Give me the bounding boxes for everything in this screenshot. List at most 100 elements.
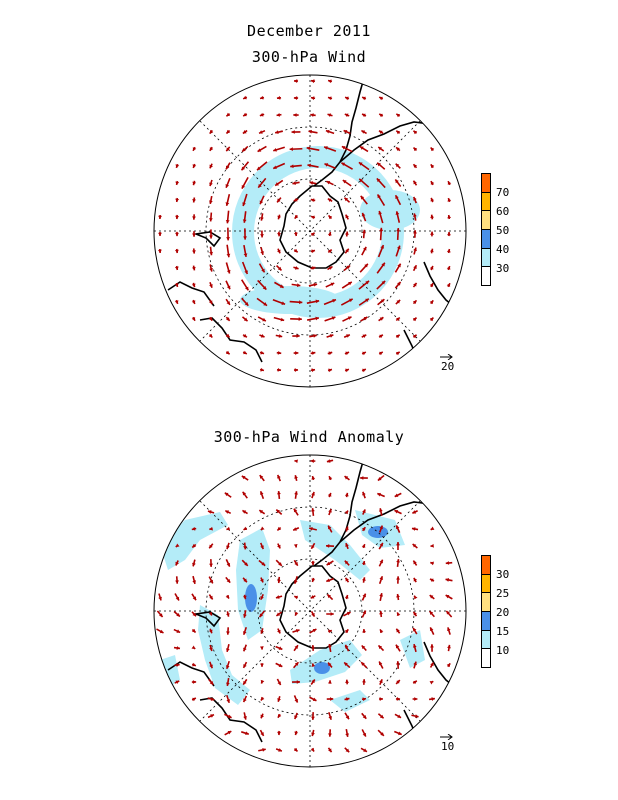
wind-vector-arrow [344, 475, 350, 481]
wind-vector-arrow [412, 543, 418, 549]
wind-vector-arrow [192, 214, 196, 220]
wind-vector-arrow [274, 130, 284, 135]
wind-vector-arrow [191, 543, 197, 549]
wind-vector-arrow [294, 491, 298, 499]
wind-vector-arrow [310, 266, 316, 271]
wind-vector-arrow [293, 248, 299, 253]
wind-vector-arrow [326, 612, 334, 616]
wind-vector-arrow [360, 476, 368, 480]
wind-vector-arrow [345, 542, 349, 550]
wind-vector-arrow [191, 316, 196, 322]
wind-vector-arrow [308, 129, 318, 134]
wind-vector-arrow [192, 163, 197, 169]
wind-vector-arrow [379, 593, 384, 601]
wind-vector-arrow [323, 146, 337, 152]
wind-vector-arrow [175, 543, 180, 548]
wind-vector-arrow [360, 661, 368, 669]
wind-vector-arrow [394, 713, 402, 719]
wind-vector-arrow [241, 261, 249, 275]
wind-vector-arrow [242, 491, 248, 499]
wind-vector-arrow [311, 729, 315, 737]
wind-vector-arrow [208, 316, 213, 322]
wind-vector-arrow [173, 610, 181, 618]
wind-vector-arrow [395, 299, 401, 305]
wind-vector-arrow [225, 594, 230, 599]
wind-vector-arrow [175, 231, 179, 237]
figure-title: December 2011 [247, 22, 371, 40]
wind-vector-arrow [360, 316, 368, 322]
wind-vector-arrow [362, 577, 366, 583]
wind-vector-arrow [323, 298, 337, 306]
wind-vector-arrow [156, 628, 164, 634]
wind-vector-arrow [359, 145, 369, 153]
wind-vector-arrow [379, 697, 383, 701]
wind-vector-arrow [395, 211, 401, 223]
wind-vector-arrow [412, 611, 418, 617]
wind-vector-arrow [275, 645, 283, 651]
wind-vector-arrow [327, 214, 333, 220]
wind-vector-arrow [430, 644, 434, 652]
wind-vector-arrow [307, 163, 319, 168]
wind-vector-arrow [396, 661, 400, 669]
wind-vector-arrow [259, 646, 264, 650]
wind-vector-arrow [327, 351, 333, 356]
wind-vector-arrow [310, 459, 316, 463]
wind-vector-arrow [259, 195, 265, 205]
wind-vector-arrow [191, 593, 197, 601]
wind-vector-arrow [327, 368, 333, 373]
wind-vector-arrow [158, 231, 162, 237]
wind-vector-arrow [311, 491, 315, 499]
wind-vector-arrow [325, 129, 335, 135]
wind-vector-arrow [429, 662, 435, 668]
wind-vector-arrow [378, 508, 383, 516]
wind-vector-arrow [396, 612, 401, 617]
wind-vector-arrow [327, 492, 332, 498]
wind-vector-arrow [290, 164, 302, 169]
wind-vector-arrow [293, 695, 299, 703]
wind-vector-arrow [412, 196, 418, 204]
wind-vector-arrow [362, 629, 367, 633]
wind-vector-arrow [192, 197, 197, 203]
wind-vector-arrow [378, 130, 384, 135]
wind-vector-arrow [446, 248, 451, 254]
wind-vector-arrow [293, 96, 299, 100]
wind-vector-arrow [275, 559, 283, 567]
wind-vector-arrow [209, 146, 214, 152]
wind-vector-arrow [207, 697, 215, 701]
wind-vector-arrow [191, 265, 196, 271]
wind-vector-arrow [327, 525, 333, 533]
wind-vector-arrow [191, 628, 197, 634]
reference-vector-label: 10 [441, 740, 455, 753]
wind-vector-arrow [378, 316, 384, 322]
wind-vector-arrow [258, 610, 266, 618]
wind-vector-arrow [344, 248, 350, 254]
wind-vector-arrow [412, 163, 418, 169]
wind-vector-arrow [291, 130, 301, 134]
wind-vector-arrow [192, 575, 197, 585]
wind-vector-arrow [276, 526, 282, 532]
wind-vector-arrow [395, 146, 401, 152]
wind-vector-arrow [379, 610, 383, 618]
wind-vector-arrow [240, 731, 250, 736]
wind-vector-arrow [394, 263, 402, 273]
wind-map [153, 74, 467, 388]
colorbar-tick-10: 10 [496, 644, 510, 657]
wind-vector-arrow [276, 678, 282, 686]
wind-vector-arrow [326, 180, 334, 186]
wind-vector-arrow [293, 644, 299, 652]
wind-vector-arrow [311, 645, 315, 651]
wind-vector-arrow [225, 193, 231, 207]
wind-vector-arrow [208, 195, 213, 205]
wind-vector-arrow [294, 595, 299, 600]
wind-vector-arrow [258, 129, 266, 135]
wind-vector-arrow [412, 680, 418, 685]
wind-vector-arrow [412, 560, 418, 566]
wind-vector-arrow [394, 492, 402, 498]
wind-vector-arrow [344, 368, 350, 373]
wind-vector-arrow [258, 509, 266, 515]
wind-vector-arrow [345, 231, 349, 237]
wind-vector-arrow [412, 299, 418, 305]
wind-vector-arrow [306, 316, 320, 321]
wind-vector-arrow [413, 230, 417, 238]
wind-vector-arrow [276, 367, 282, 372]
